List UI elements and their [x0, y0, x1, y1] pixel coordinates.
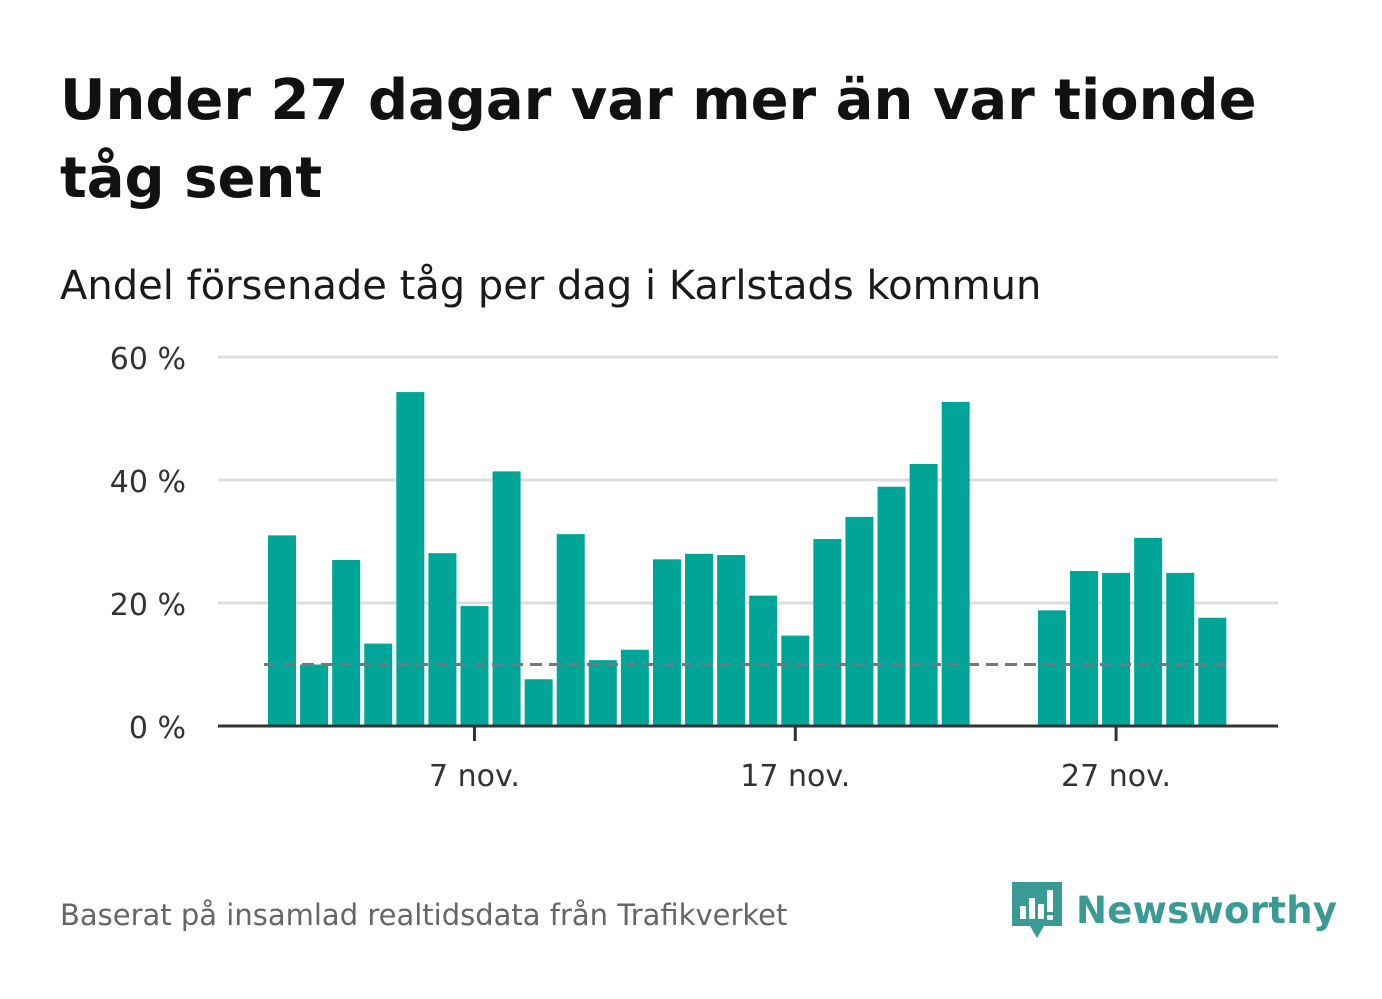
bar	[588, 660, 617, 726]
y-axis-labels: 0 % 20 % 40 % 60 %	[110, 342, 186, 746]
gridlines	[218, 355, 1278, 605]
x-axis-labels: 7 nov. 17 nov. 27 nov.	[429, 759, 1171, 794]
y-tick-label: 40 %	[110, 465, 186, 500]
bar	[1037, 610, 1066, 726]
bar	[524, 679, 553, 726]
bar	[1070, 571, 1098, 726]
bars	[268, 392, 1227, 726]
bar	[364, 643, 393, 726]
chart-subtitle: Andel försenade tåg per dag i Karlstads …	[60, 263, 1042, 309]
brand-logo: Newsworthy	[1010, 880, 1337, 940]
bar	[1166, 572, 1195, 726]
bar	[877, 486, 906, 726]
bar	[652, 559, 681, 726]
bar	[620, 649, 649, 726]
bar	[909, 464, 938, 726]
bar	[781, 635, 810, 726]
bar	[428, 553, 457, 726]
bar	[1198, 617, 1227, 726]
y-tick-label: 20 %	[110, 588, 186, 623]
y-tick-label: 0 %	[129, 711, 186, 746]
x-tick-label: 27 nov.	[1061, 759, 1171, 794]
bar	[268, 535, 296, 726]
bar	[460, 606, 489, 726]
x-tick-label: 7 nov.	[429, 759, 520, 794]
bar	[396, 392, 425, 726]
bar	[941, 401, 970, 726]
bar	[749, 595, 778, 726]
axes	[218, 724, 1278, 741]
bar	[332, 559, 361, 726]
bar-chart: 0 % 20 % 40 % 60 % 7 nov. 17 nov. 27 nov.	[110, 342, 1278, 794]
bar-chart-speech-bubble-icon	[1012, 882, 1062, 938]
chart-title: Under 27 dagar var mer än var tionde tåg…	[60, 68, 1257, 211]
bar	[556, 534, 585, 726]
bar	[813, 539, 842, 726]
y-tick-label: 60 %	[110, 342, 186, 377]
bar	[845, 516, 874, 726]
source-note: Baserat på insamlad realtidsdata från Tr…	[60, 898, 788, 932]
bar	[492, 471, 521, 726]
bar	[1102, 572, 1131, 726]
bar	[1134, 537, 1163, 726]
bar	[685, 553, 714, 726]
bar	[717, 555, 746, 726]
brand-name: Newsworthy	[1076, 888, 1338, 932]
x-tick-label: 17 nov.	[740, 759, 850, 794]
bar	[300, 664, 329, 726]
